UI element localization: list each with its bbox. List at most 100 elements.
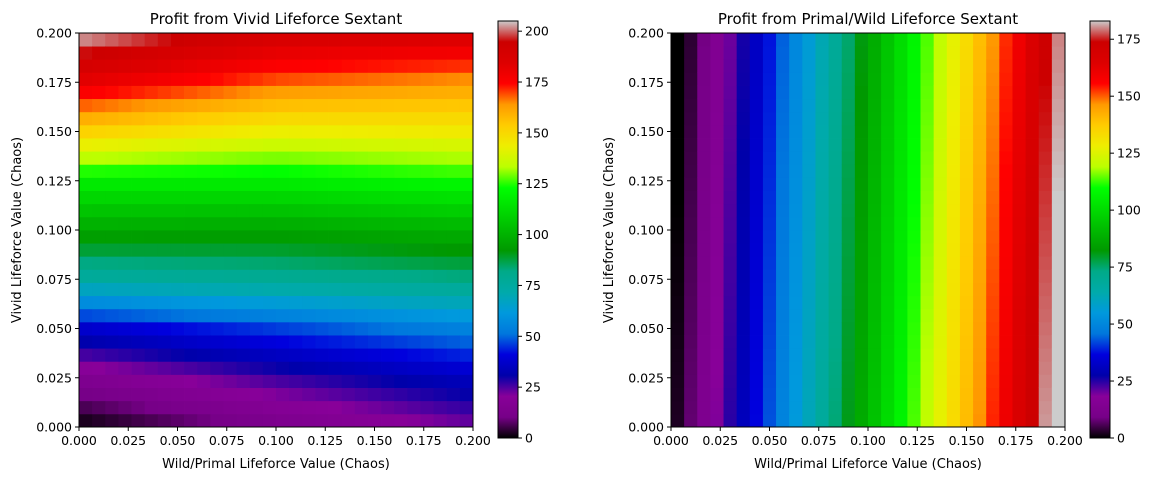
chart-left-cell [433,413,448,428]
chart-left-cell [420,348,434,362]
chart-right-cell [736,203,751,218]
chart-left-cell [262,98,277,113]
chart-right-cell [881,321,895,336]
chart-right-cell [907,203,921,218]
chart-left-cell [79,177,93,191]
chart-right-cell [802,33,816,47]
chart-left-cell [236,400,251,415]
chart-right-cell [815,190,829,205]
chart-right-cell [802,282,816,297]
chart-left-cell [354,308,369,323]
chart-left-cell [249,151,264,165]
chart-right-cell [973,85,987,100]
chart-right-cell [986,98,1000,113]
chart-left-cell [354,72,369,86]
chart-right-cell [815,269,829,283]
chart-left-cell [289,335,303,349]
chart-right-cell [762,98,777,113]
chart-right-cell [894,46,908,60]
chart-right-cell [723,33,738,47]
chart-right-cell [920,85,935,100]
chart-right-cell [828,308,843,323]
chart-right-cell [854,374,869,388]
chart-right-cell [736,387,751,402]
chart-right-cell [946,413,961,428]
chart-right-cell [736,151,751,165]
chart-left-cell [249,387,264,402]
chart-right-cell [776,295,790,310]
chart-right-cell [776,98,790,113]
chart-right-cell [1025,177,1040,191]
chart-right-cell [815,387,829,402]
chart-left-cell [420,46,434,60]
chart-left-cell [105,335,119,349]
chart-right-cell [723,46,738,60]
chart-right-cell [671,46,685,60]
chart-right-cell [999,308,1013,323]
chart-left-cell [262,46,277,60]
chart-left-cell [79,335,93,349]
chart-right-cell [749,269,764,283]
chart-right-cell [841,138,856,152]
chart-right-cell [959,177,974,191]
chart-right-cell [920,151,935,165]
chart-right-cell [946,348,961,362]
chart-left-cell [105,361,119,375]
chart-right-cell [723,243,738,257]
chart-right-cell [828,59,843,73]
chart-right-cell [697,243,711,257]
chart-left-cell [446,203,461,218]
chart-right-cell [907,361,921,375]
chart-right-cell [868,164,882,178]
chart-left-cell [341,400,356,415]
chart-right-cell [881,98,895,113]
chart-left-cell [131,59,146,73]
chart-right-cell [828,361,843,375]
chart-right-cell [894,72,908,86]
chart-right-cell [684,98,698,113]
chart-left-cell [289,348,303,362]
chart-right-cell [815,374,829,388]
chart-right-cell [881,59,895,73]
chart-right-cell [762,243,777,257]
chart-right-cell [802,59,816,73]
chart-left-cell [381,269,395,283]
chart-right-cell [802,46,816,60]
chart-right-cell [723,269,738,283]
chart-right-cell [1051,400,1066,415]
chart-right-cell [854,243,869,257]
chart-left-cell [144,124,159,139]
chart-left-cell [302,413,316,428]
chart-left-cell [223,164,237,178]
chart-left-cell [236,282,251,297]
chart-left-cell [170,98,185,113]
chart-right-cell [946,190,961,205]
chart-right-cell [854,46,869,60]
chart-left-cell [302,46,316,60]
chart-left-cell [197,98,211,113]
chart-right-cell [959,33,974,47]
chart-right-cell [697,348,711,362]
chart-left-cell [79,230,93,244]
chart-right-cell [881,230,895,244]
chart-left-cell [433,138,448,152]
chart-left-cell [367,413,382,428]
chart-left-cell [262,335,277,349]
chart-left-cell [367,321,382,336]
chart-left-cell [459,33,474,47]
chart-left-cell [197,230,211,244]
chart-right-cell [986,72,1000,86]
chart-left-cell [262,216,277,231]
chart-left-cell [262,111,277,126]
chart-left-cell [236,269,251,283]
chart-right-cell [1051,46,1066,60]
chart-left-cell [302,243,316,257]
chart-right-cell [762,177,777,191]
chart-left-cell [407,177,421,191]
chart-right-cell [762,203,777,218]
chart-right-cell [920,400,935,415]
chart-right-cell [841,85,856,100]
chart-right-cell [1012,387,1026,402]
chart-left-cell [262,85,277,100]
chart-left-cell [262,243,277,257]
